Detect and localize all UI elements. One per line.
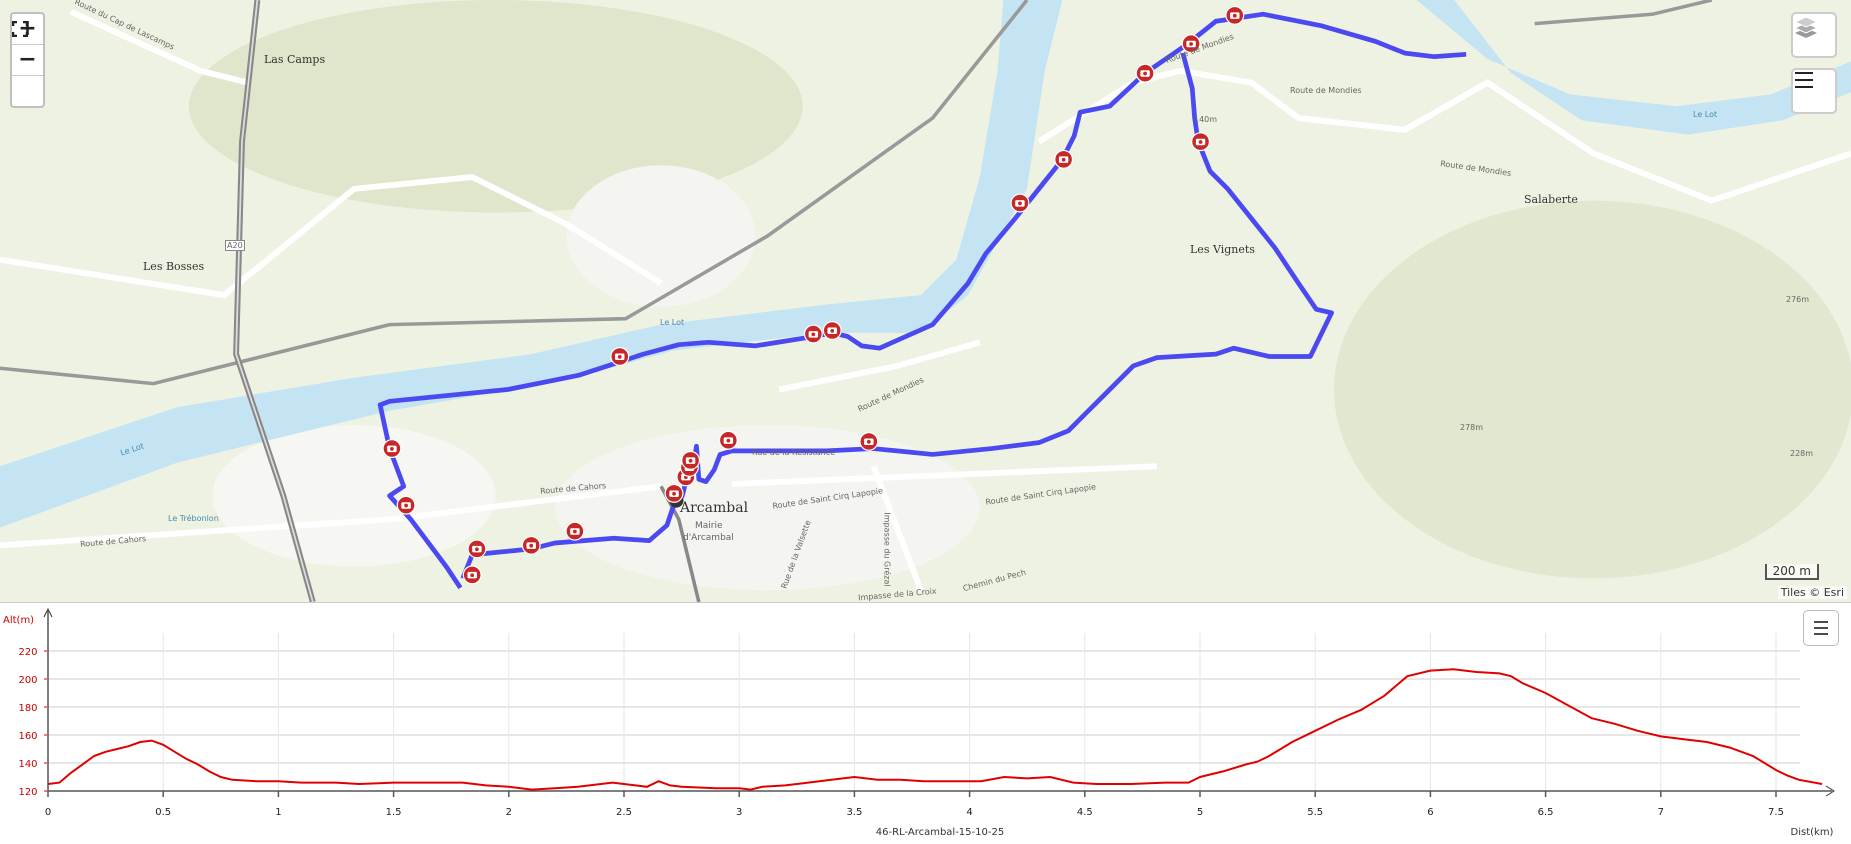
- elevation-label: 228m: [1790, 449, 1814, 458]
- fullscreen-icon: [12, 21, 28, 37]
- gpx-track[interactable]: [377, 11, 1467, 590]
- x-tick-label: 0.5: [155, 807, 171, 818]
- road-shield: A20: [225, 240, 245, 251]
- elevation-profile[interactable]: 120 140 160 180 200 220 0 0.5 1 1.5 2 2.5 3 3.5 4 4.5 5 5…: [0, 603, 1851, 840]
- elevation-label: 140m: [1194, 115, 1218, 124]
- camera-icon[interactable]: [718, 430, 738, 450]
- menu-icon: [1795, 72, 1813, 88]
- x-tick-label: 2.5: [616, 807, 632, 818]
- elevation-chart: 120 140 160 180 200 220 0 0.5 1 1.5 2 2.5 3 3.5 4 4.5 5 5…: [3, 607, 1835, 838]
- scale-bar: 200 m: [1764, 564, 1819, 580]
- x-tick-label: 1.5: [386, 807, 402, 818]
- layers-icon: [1793, 16, 1819, 38]
- hill-shade: [1334, 200, 1851, 579]
- x-axis-label: Dist(km): [1791, 827, 1834, 838]
- railway: [0, 0, 1713, 386]
- camera-icon[interactable]: [822, 321, 842, 340]
- chart-menu-button[interactable]: [1803, 610, 1839, 646]
- fullscreen-button[interactable]: [12, 21, 43, 106]
- map-menu-button[interactable]: [1791, 68, 1837, 114]
- road-label: Route de Mondies: [1290, 86, 1362, 95]
- y-axis-arrow: [43, 607, 53, 618]
- camera-icon[interactable]: [664, 483, 684, 503]
- x-tick-label: 5: [1197, 807, 1203, 818]
- x-tick-label: 1: [275, 807, 281, 818]
- place-label: Salaberte: [1524, 193, 1578, 206]
- camera-icon[interactable]: [396, 495, 416, 515]
- village-area: [554, 424, 980, 591]
- camera-icon[interactable]: [1054, 149, 1074, 169]
- poi-label: d'Arcambal: [683, 533, 734, 543]
- x-tick-label: 3: [736, 807, 742, 818]
- camera-icon[interactable]: [462, 565, 482, 585]
- camera-icon[interactable]: [565, 521, 585, 541]
- river-label: Le Lot: [1693, 110, 1718, 119]
- field-area: [212, 424, 496, 567]
- map-canvas[interactable]: [0, 0, 1851, 602]
- y-tick-label: 180: [18, 703, 37, 714]
- y-tick-label: 140: [18, 759, 37, 770]
- camera-icon[interactable]: [610, 347, 630, 366]
- camera-icon[interactable]: [681, 450, 701, 470]
- river-label: Le Lot: [660, 318, 685, 327]
- place-label: Les Bosses: [143, 260, 205, 273]
- zoom-out-button[interactable]: −: [12, 45, 43, 76]
- camera-icon[interactable]: [1010, 193, 1030, 213]
- x-tick-label: 5.5: [1307, 807, 1323, 818]
- camera-icon[interactable]: [859, 432, 879, 451]
- x-axis-arrow: [1825, 785, 1835, 797]
- roads: [0, 9, 1851, 592]
- map-view[interactable]: Las Camps Les Bosses Les Vignets Salaber…: [0, 0, 1851, 603]
- y-tick-label: 200: [18, 675, 37, 686]
- y-tick-label: 120: [18, 787, 37, 798]
- place-label: Les Vignets: [1190, 243, 1255, 256]
- x-tick-label: 7: [1658, 807, 1664, 818]
- y-tick-label: 220: [18, 647, 37, 658]
- x-tick-label: 7.5: [1768, 807, 1784, 818]
- y-axis-label: Alt(m): [3, 615, 34, 626]
- camera-icon[interactable]: [1181, 34, 1201, 54]
- chart-title: 46-RL-Arcambal-15-10-25: [876, 827, 1004, 838]
- attribution: Tiles © Esri: [1777, 586, 1847, 599]
- x-tick-label: 4.5: [1077, 807, 1093, 818]
- elevation-label: 278m: [1460, 423, 1484, 432]
- river-label: Le Trébonlon: [168, 514, 219, 523]
- camera-icon[interactable]: [1135, 63, 1155, 83]
- x-tick-label: 6.5: [1538, 807, 1554, 818]
- camera-icon[interactable]: [382, 439, 402, 458]
- camera-icon[interactable]: [1191, 132, 1210, 152]
- camera-icon[interactable]: [803, 324, 823, 344]
- x-tick-label: 0: [45, 807, 51, 818]
- zoom-control: + −: [10, 12, 45, 108]
- x-tick-label: 2: [506, 807, 512, 818]
- zoom-in-button[interactable]: +: [12, 14, 43, 45]
- road-label: Rue de la Résistance: [752, 448, 836, 457]
- x-tick-label: 4: [966, 807, 972, 818]
- river-lot: [0, 0, 1063, 528]
- x-tick-label: 6: [1427, 807, 1433, 818]
- camera-icon[interactable]: [467, 539, 487, 559]
- y-tick-label: 160: [18, 731, 37, 742]
- elevation-line[interactable]: [47, 668, 1823, 791]
- place-label: Las Camps: [264, 53, 326, 66]
- place-label: Arcambal: [680, 500, 749, 516]
- camera-icon[interactable]: [521, 535, 541, 555]
- x-tick-label: 3.5: [846, 807, 862, 818]
- river-lot-east: [1416, 0, 1851, 135]
- elevation-label: 276m: [1786, 295, 1810, 304]
- menu-icon: [1814, 621, 1828, 635]
- village-area: [566, 165, 756, 307]
- camera-icon[interactable]: [1225, 5, 1245, 25]
- photo-markers: [382, 5, 1245, 585]
- layers-button[interactable]: [1791, 12, 1837, 58]
- hill-shade: [188, 0, 803, 213]
- road-label: Impasse du Grézal: [882, 512, 892, 587]
- poi-label: Mairie: [695, 521, 723, 531]
